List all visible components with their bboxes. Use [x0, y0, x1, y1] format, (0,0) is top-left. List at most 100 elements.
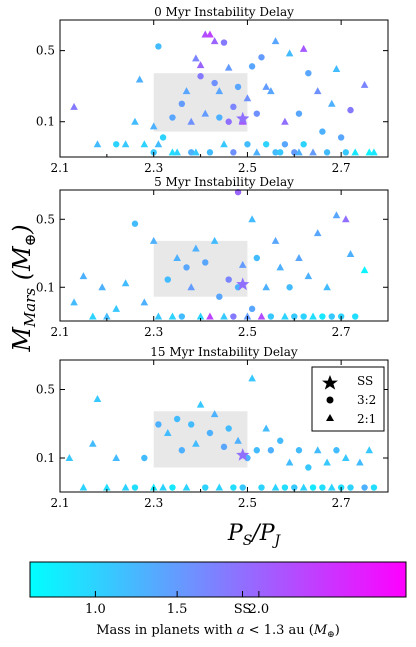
data-point-triangle [309, 312, 317, 320]
data-point-circle [225, 425, 232, 432]
data-point-triangle [295, 148, 303, 156]
data-point-circle [230, 313, 237, 320]
colorbar-ss-label: SS [234, 602, 252, 617]
data-point-triangle [220, 312, 228, 320]
data-point-triangle [360, 266, 369, 274]
data-point-triangle [210, 236, 219, 244]
data-point-circle [202, 484, 209, 491]
data-point-circle [267, 447, 275, 454]
x-tick-label: 2.5 [238, 496, 257, 510]
data-point-triangle [93, 140, 102, 148]
data-point-triangle [168, 312, 177, 320]
data-point-circle [164, 276, 171, 283]
legend-label-21: 2:1 [357, 412, 376, 426]
data-point-circle [183, 264, 190, 271]
data-point-triangle [215, 87, 224, 95]
data-point-triangle [65, 454, 74, 462]
data-point-triangle [121, 140, 130, 148]
data-point-circle [319, 313, 326, 320]
panel-2: 5 Myr Instability Delay 2.1 2.3 2.5 2.7 0.1 0.… [36, 175, 389, 339]
legend-circle-icon [326, 396, 334, 404]
data-point-triangle [356, 458, 364, 466]
data-point-triangle [360, 80, 369, 88]
data-point-triangle [299, 44, 308, 52]
data-point-triangle [313, 87, 322, 95]
data-point-circle [309, 484, 317, 491]
data-point-triangle [206, 312, 214, 320]
data-point-triangle [342, 454, 350, 462]
data-point-triangle [131, 117, 139, 125]
data-point-triangle [93, 395, 102, 403]
data-point-triangle [140, 298, 149, 306]
data-point-circle [159, 134, 167, 141]
data-point-circle [155, 43, 162, 50]
data-point-triangle [187, 117, 195, 125]
data-point-triangle [253, 148, 261, 156]
data-point-triangle [112, 454, 121, 462]
data-point-circle [262, 141, 270, 148]
data-point-triangle [220, 140, 228, 148]
data-point-triangle [327, 483, 336, 491]
data-point-circle [267, 313, 275, 320]
data-point-circle [291, 484, 298, 491]
x-tick-label: 2.7 [332, 161, 351, 175]
data-point-circle [234, 83, 242, 91]
data-point-circle [370, 484, 378, 491]
data-point-triangle [262, 82, 270, 90]
panel-title: 15 Myr Instability Delay [150, 345, 298, 359]
data-point-circle [347, 106, 354, 114]
data-point-triangle [121, 483, 130, 491]
legend-label-32: 3:2 [357, 393, 376, 407]
data-point-triangle [342, 215, 350, 223]
data-point-triangle [271, 483, 280, 491]
data-point-triangle [149, 122, 158, 130]
legend-triangle-icon [326, 414, 334, 421]
axes-frame [59, 359, 389, 493]
data-point-circle [206, 149, 214, 156]
data-point-circle [225, 118, 232, 125]
data-point-triangle [257, 312, 266, 320]
data-point-triangle [262, 283, 270, 291]
data-point-triangle [159, 483, 167, 491]
data-point-circle [244, 141, 251, 148]
data-point-triangle [210, 37, 219, 45]
data-point-circle [216, 293, 223, 300]
data-point-triangle [154, 312, 163, 320]
ss-star-marker [236, 448, 250, 461]
data-point-triangle [309, 148, 317, 156]
data-point-circle [300, 313, 307, 320]
data-point-triangle [192, 244, 200, 252]
data-point-triangle [79, 483, 88, 491]
y-tick-label: 0.5 [36, 44, 55, 58]
x-tick-label: 2.5 [238, 325, 257, 339]
data-point-circle [361, 484, 368, 491]
data-point-circle [323, 149, 331, 156]
data-point-triangle [238, 260, 247, 268]
data-point-triangle [281, 312, 289, 320]
data-point-circle [295, 110, 303, 117]
panel-1: 0 Myr Instability Delay 2.1 2.3 2.5 2.7 0.1 0.… [36, 5, 389, 175]
data-point-triangle [89, 439, 97, 447]
data-point-circle [281, 141, 289, 148]
data-point-triangle [182, 87, 191, 95]
data-point-triangle [365, 446, 374, 454]
data-point-triangle [243, 94, 252, 102]
x-tick-label: 2.1 [50, 161, 69, 175]
data-point-triangle [271, 236, 280, 244]
data-point-triangle [248, 215, 256, 223]
y-tick-label: 0.1 [36, 115, 55, 129]
data-point-triangle [346, 249, 355, 257]
x-tick-label: 2.3 [144, 496, 163, 510]
data-point-circle [225, 276, 232, 283]
y-tick-label: 0.1 [36, 280, 55, 294]
data-point-circle [248, 305, 256, 313]
x-tick-label: 2.7 [332, 325, 351, 339]
data-point-circle [178, 447, 186, 454]
data-point-circle [178, 313, 186, 320]
data-point-circle [188, 149, 195, 156]
data-point-circle [253, 110, 260, 117]
data-point-triangle [313, 229, 322, 237]
data-point-circle [239, 484, 246, 491]
data-point-triangle [112, 304, 121, 312]
